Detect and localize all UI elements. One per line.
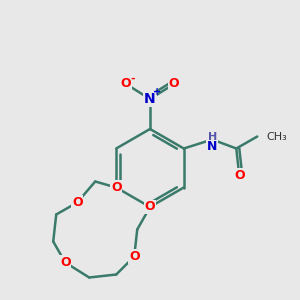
Text: O: O [60, 256, 70, 269]
Text: O: O [145, 200, 155, 214]
Text: O: O [129, 250, 140, 263]
Text: O: O [111, 181, 122, 194]
Text: CH₃: CH₃ [266, 131, 287, 142]
Text: -: - [130, 74, 135, 84]
Text: O: O [234, 169, 244, 182]
Text: O: O [169, 77, 179, 91]
Text: O: O [121, 77, 131, 91]
Text: N: N [144, 92, 156, 106]
Text: O: O [72, 196, 83, 209]
Text: N: N [207, 140, 217, 154]
Text: H: H [208, 131, 217, 142]
Text: +: + [152, 87, 161, 98]
